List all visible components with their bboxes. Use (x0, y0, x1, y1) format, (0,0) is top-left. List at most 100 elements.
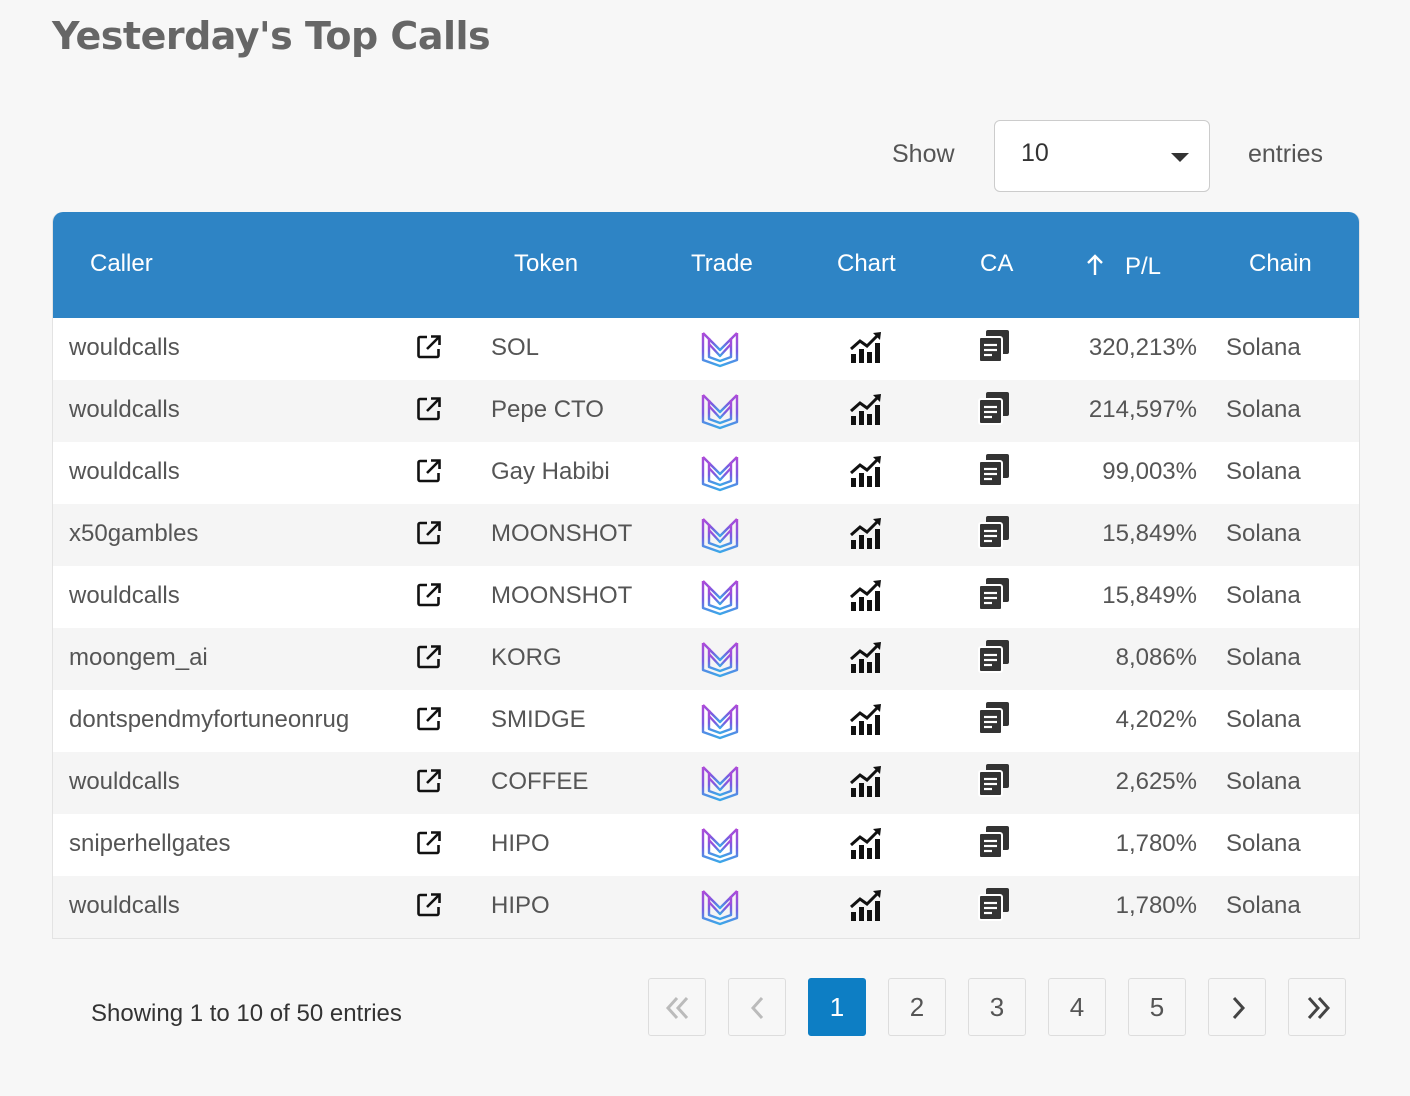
copy-icon[interactable] (976, 700, 1012, 736)
show-label: Show (892, 140, 955, 168)
external-link-icon[interactable] (415, 333, 443, 361)
entries-length-control: Show 10 entries (880, 120, 1340, 192)
trade-icon[interactable] (700, 330, 740, 368)
chain-name: Solana (1226, 644, 1301, 671)
chart-icon[interactable] (849, 826, 883, 860)
copy-icon[interactable] (976, 638, 1012, 674)
copy-icon[interactable] (976, 390, 1012, 426)
page-button-3[interactable]: 3 (968, 978, 1026, 1036)
page-button-5[interactable]: 5 (1128, 978, 1186, 1036)
token-name: Pepe CTO (491, 396, 604, 423)
next-page-button[interactable] (1208, 978, 1266, 1036)
external-link-icon[interactable] (415, 519, 443, 547)
chevron-down-icon (1171, 153, 1189, 162)
pl-value: 15,849% (1102, 520, 1197, 547)
token-name: MOONSHOT (491, 582, 633, 609)
chart-icon[interactable] (849, 640, 883, 674)
page-button-2[interactable]: 2 (888, 978, 946, 1036)
pl-value: 1,780% (1115, 830, 1197, 857)
chart-icon[interactable] (849, 330, 883, 364)
table-body: wouldcalls SOL 320,213% Solana wouldcalls Pep… (53, 318, 1359, 938)
external-link-icon[interactable] (415, 457, 443, 485)
chevron-right-icon (1232, 996, 1246, 1020)
header-ca[interactable]: CA (980, 250, 1014, 277)
chain-name: Solana (1226, 396, 1301, 423)
header-pl[interactable]: P/L (1085, 250, 1161, 281)
chain-name: Solana (1226, 458, 1301, 485)
pl-value: 1,780% (1115, 892, 1197, 919)
header-caller[interactable]: Caller (90, 250, 153, 277)
trade-icon[interactable] (700, 826, 740, 864)
table-row: moongem_ai KORG 8,086% Solana (53, 628, 1359, 690)
trade-icon[interactable] (700, 764, 740, 802)
page-button-1[interactable]: 1 (808, 978, 866, 1036)
chart-icon[interactable] (849, 516, 883, 550)
trade-icon[interactable] (700, 702, 740, 740)
page-button-4[interactable]: 4 (1048, 978, 1106, 1036)
chart-icon[interactable] (849, 702, 883, 736)
chain-name: Solana (1226, 830, 1301, 857)
copy-icon[interactable] (976, 762, 1012, 798)
table-row: sniperhellgates HIPO 1,780% Solana (53, 814, 1359, 876)
token-name: SOL (491, 334, 540, 361)
double-chevron-right-icon (1307, 996, 1331, 1020)
last-page-button[interactable] (1288, 978, 1346, 1036)
chain-name: Solana (1226, 334, 1301, 361)
header-token[interactable]: Token (514, 250, 579, 277)
token-name: MOONSHOT (491, 520, 633, 547)
token-name: Gay Habibi (491, 458, 610, 485)
chart-icon[interactable] (849, 888, 883, 922)
chart-icon[interactable] (849, 392, 883, 426)
trade-icon[interactable] (700, 392, 740, 430)
external-link-icon[interactable] (415, 891, 443, 919)
pl-value: 99,003% (1102, 458, 1197, 485)
chart-icon[interactable] (849, 454, 883, 488)
caller-name: sniperhellgates (69, 830, 231, 857)
chain-name: Solana (1226, 706, 1301, 733)
header-pl-label: P/L (1125, 253, 1162, 280)
external-link-icon[interactable] (415, 643, 443, 671)
external-link-icon[interactable] (415, 829, 443, 857)
external-link-icon[interactable] (415, 705, 443, 733)
chain-name: Solana (1226, 768, 1301, 795)
chart-icon[interactable] (849, 764, 883, 798)
token-name: HIPO (491, 830, 550, 857)
copy-icon[interactable] (976, 328, 1012, 364)
arrow-up-icon (1085, 250, 1117, 281)
entries-select[interactable]: 10 (994, 120, 1210, 192)
copy-icon[interactable] (976, 576, 1012, 612)
trade-icon[interactable] (700, 888, 740, 926)
trade-icon[interactable] (700, 454, 740, 492)
copy-icon[interactable] (976, 514, 1012, 550)
chain-name: Solana (1226, 892, 1301, 919)
chart-icon[interactable] (849, 578, 883, 612)
double-chevron-left-icon (665, 996, 689, 1020)
header-chart[interactable]: Chart (837, 250, 896, 277)
external-link-icon[interactable] (415, 767, 443, 795)
trade-icon[interactable] (700, 640, 740, 678)
table-info: Showing 1 to 10 of 50 entries (91, 1000, 402, 1027)
caller-name: moongem_ai (69, 644, 208, 671)
copy-icon[interactable] (976, 824, 1012, 860)
token-name: KORG (491, 644, 562, 671)
table-row: wouldcalls SOL 320,213% Solana (53, 318, 1359, 380)
table-row: dontspendmyfortuneonrug SMIDGE 4,202% Solan… (53, 690, 1359, 752)
caller-name: wouldcalls (69, 768, 180, 795)
prev-page-button[interactable] (728, 978, 786, 1036)
token-name: HIPO (491, 892, 550, 919)
trade-icon[interactable] (700, 516, 740, 554)
trade-icon[interactable] (700, 578, 740, 616)
copy-icon[interactable] (976, 886, 1012, 922)
external-link-icon[interactable] (415, 395, 443, 423)
caller-name: wouldcalls (69, 458, 180, 485)
pl-value: 320,213% (1088, 334, 1197, 361)
header-chain[interactable]: Chain (1249, 250, 1312, 277)
external-link-icon[interactable] (415, 581, 443, 609)
header-trade[interactable]: Trade (691, 250, 753, 277)
first-page-button[interactable] (648, 978, 706, 1036)
table-row: wouldcalls MOONSHOT 15,849% Solana (53, 566, 1359, 628)
copy-icon[interactable] (976, 452, 1012, 488)
chain-name: Solana (1226, 582, 1301, 609)
pl-value: 4,202% (1115, 706, 1197, 733)
caller-name: dontspendmyfortuneonrug (69, 706, 350, 733)
